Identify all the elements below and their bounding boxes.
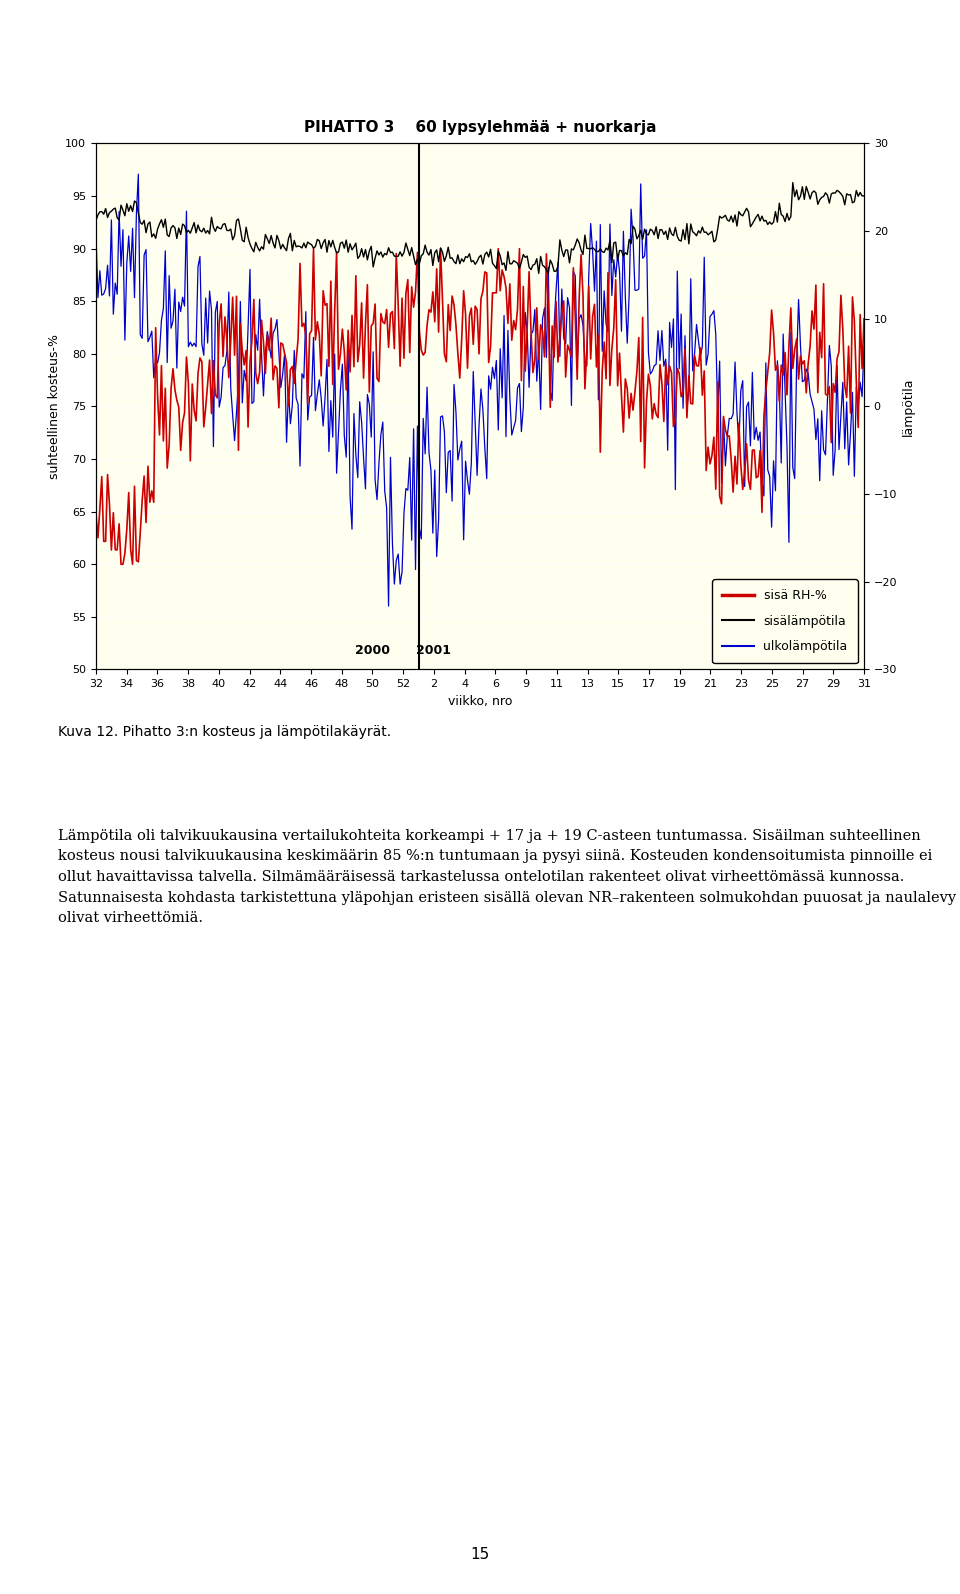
Y-axis label: lämpötila: lämpötila: [901, 378, 914, 435]
Legend: sisä RH-%, sisälämpötila, ulkolämpötila: sisä RH-%, sisälämpötila, ulkolämpötila: [712, 579, 857, 663]
Text: 15: 15: [470, 1548, 490, 1562]
Title: PIHATTO 3    60 lypsylehmää + nuorkarja: PIHATTO 3 60 lypsylehmää + nuorkarja: [303, 121, 657, 135]
X-axis label: viikko, nro: viikko, nro: [447, 695, 513, 708]
Y-axis label: suhteellinen kosteus-%: suhteellinen kosteus-%: [48, 335, 61, 478]
Text: Kuva 12. Pihatto 3:n kosteus ja lämpötilakäyrät.: Kuva 12. Pihatto 3:n kosteus ja lämpötil…: [58, 725, 391, 740]
Text: 2000: 2000: [355, 644, 390, 657]
Text: 2001: 2001: [417, 644, 451, 657]
Text: Lämpötila oli talvikuukausina vertailukohteita korkeampi + 17 ja + 19 C-asteen t: Lämpötila oli talvikuukausina vertailuko…: [58, 829, 956, 925]
